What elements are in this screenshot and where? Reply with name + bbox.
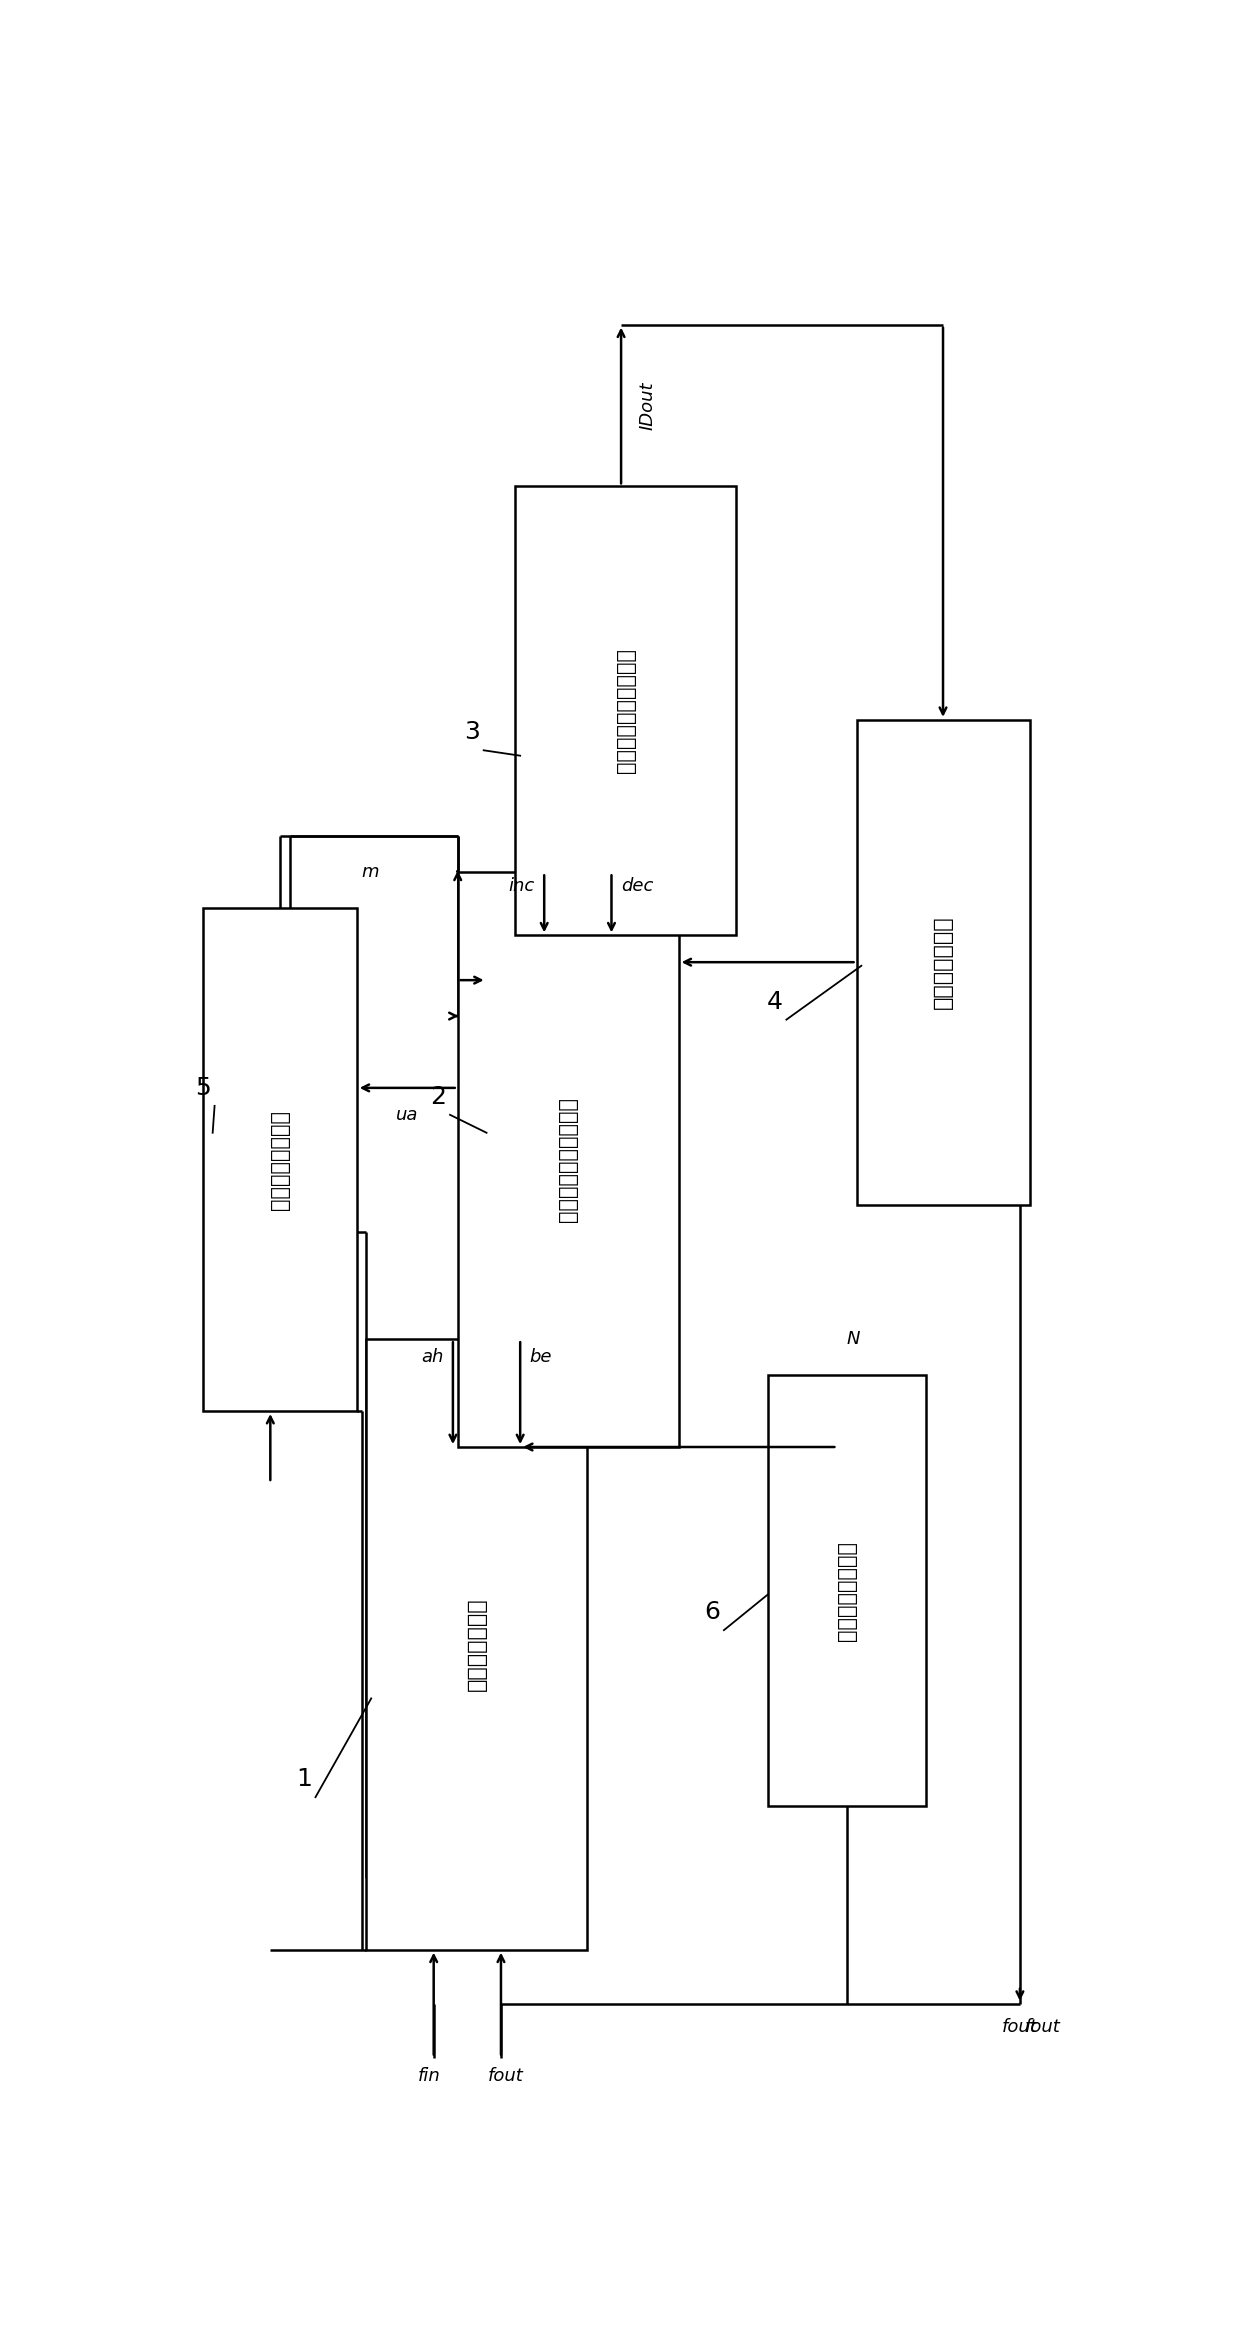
Bar — [458, 872, 678, 1446]
Bar — [516, 487, 737, 935]
Text: ah: ah — [420, 1348, 444, 1367]
Bar — [768, 1376, 926, 1805]
Text: 1: 1 — [296, 1768, 312, 1791]
Text: 6: 6 — [704, 1600, 720, 1623]
Text: 可控分频器模块: 可控分频器模块 — [932, 916, 954, 1010]
Text: ua: ua — [396, 1105, 418, 1124]
Text: fout: fout — [1002, 2017, 1038, 2036]
Text: fin: fin — [418, 2066, 440, 2085]
Text: IDout: IDout — [639, 382, 656, 429]
Bar — [367, 1339, 588, 1950]
Text: m: m — [362, 863, 379, 881]
Text: dec: dec — [621, 877, 653, 895]
Bar — [203, 909, 357, 1411]
Text: 相位自动控制模块: 相位自动控制模块 — [270, 1110, 290, 1210]
Text: 数字鉴相器模块: 数字鉴相器模块 — [467, 1597, 487, 1691]
Text: be: be — [529, 1348, 552, 1367]
Text: fout: fout — [1024, 2017, 1060, 2036]
Text: inc: inc — [508, 877, 534, 895]
Text: 3: 3 — [464, 721, 480, 744]
Text: 增减脉冲控制电路模块: 增减脉冲控制电路模块 — [616, 648, 636, 774]
Text: 可变模可逆计数器模块: 可变模可逆计数器模块 — [558, 1096, 578, 1222]
Bar — [857, 721, 1029, 1206]
Text: 频率自动测控模块: 频率自动测控模块 — [837, 1541, 857, 1642]
Text: 4: 4 — [766, 989, 782, 1014]
Text: fout: fout — [487, 2066, 523, 2085]
Text: 5: 5 — [195, 1075, 211, 1101]
Text: 2: 2 — [430, 1084, 446, 1108]
Text: N: N — [847, 1329, 861, 1348]
